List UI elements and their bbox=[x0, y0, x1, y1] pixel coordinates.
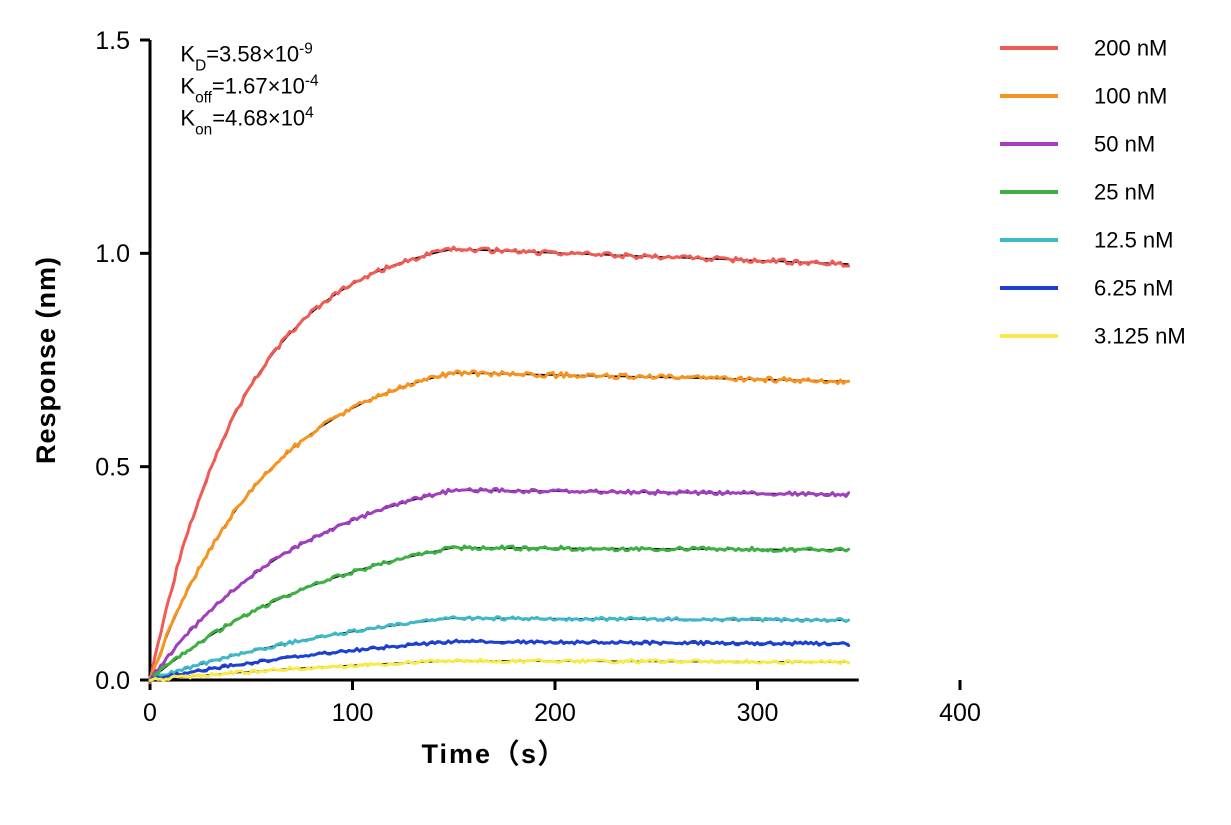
legend-label: 25 nM bbox=[1094, 180, 1155, 205]
x-tick-label: 300 bbox=[737, 699, 779, 727]
legend-label: 200 nM bbox=[1094, 36, 1167, 61]
y-tick-label: 1.5 bbox=[95, 27, 130, 55]
legend-label: 50 nM bbox=[1094, 132, 1155, 157]
legend-label: 3.125 nM bbox=[1094, 324, 1186, 349]
x-tick-label: 0 bbox=[143, 699, 157, 727]
kinetics-annotation-line: KD=3.58×10-9 bbox=[180, 40, 312, 74]
x-tick-label: 100 bbox=[332, 699, 374, 727]
binding-kinetics-chart: 0 100 200 300 400 0.0 0.5 1.0 1.5 Time（s） Response… bbox=[0, 0, 1231, 825]
legend-label: 12.5 nM bbox=[1094, 228, 1174, 253]
chart-svg: 0 100 200 300 400 0.0 0.5 1.0 1.5 Time（s） Response… bbox=[0, 0, 1231, 825]
x-axis-label: Time（s） bbox=[421, 739, 567, 769]
data-curve bbox=[150, 371, 849, 678]
fit-curve bbox=[150, 249, 849, 680]
y-axis-label: Response (nm) bbox=[31, 256, 61, 464]
y-tick-label: 1.0 bbox=[95, 240, 130, 268]
kinetics-annotation-line: Koff=1.67×10-4 bbox=[180, 72, 319, 106]
y-tick-label: 0.5 bbox=[95, 453, 130, 481]
y-tick-label: 0.0 bbox=[95, 667, 130, 695]
kinetics-annotation-line: Kon=4.68×104 bbox=[180, 104, 314, 138]
x-tick-label: 400 bbox=[939, 699, 981, 727]
x-tick-label: 200 bbox=[534, 699, 576, 727]
fit-curve bbox=[150, 373, 849, 680]
legend-label: 100 nM bbox=[1094, 84, 1167, 109]
legend-label: 6.25 nM bbox=[1094, 276, 1174, 301]
fit-curve bbox=[150, 490, 849, 680]
